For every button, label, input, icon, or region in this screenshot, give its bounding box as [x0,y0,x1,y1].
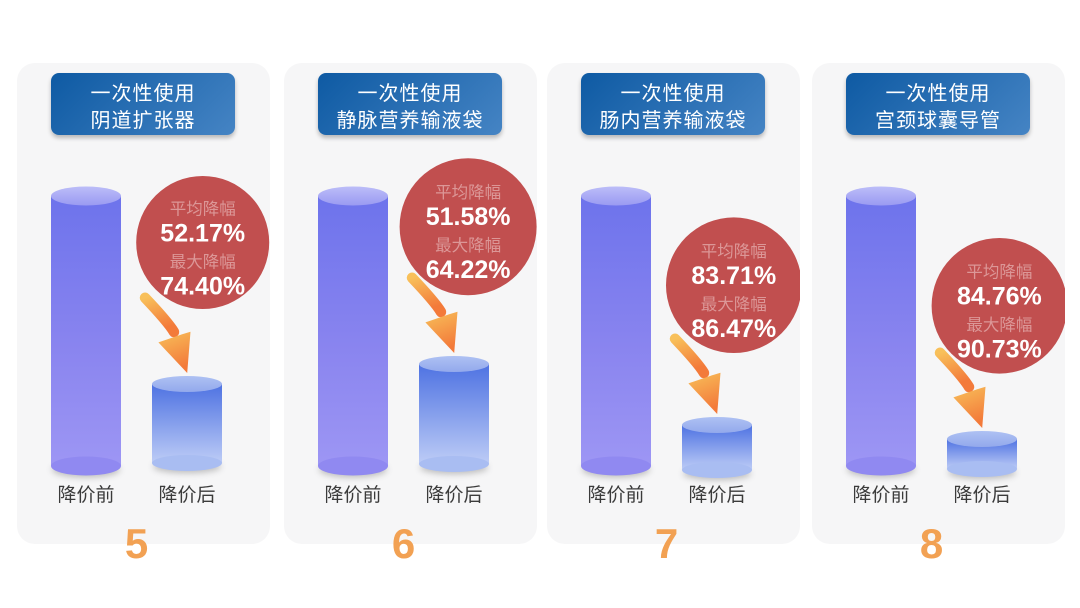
svg-text:平均降幅: 平均降幅 [701,242,767,261]
svg-text:51.58%: 51.58% [426,203,511,231]
svg-text:降价前: 降价前 [324,484,381,506]
svg-text:平均降幅: 平均降幅 [966,262,1032,281]
svg-text:降价后: 降价后 [688,484,745,506]
svg-text:降价前: 降价前 [57,484,114,506]
svg-text:74.40%: 74.40% [160,273,245,301]
svg-text:降价后: 降价后 [158,484,215,506]
svg-text:降价后: 降价后 [953,484,1010,506]
svg-text:86.47%: 86.47% [691,315,776,343]
svg-text:84.76%: 84.76% [957,282,1042,310]
svg-text:64.22%: 64.22% [426,256,511,284]
svg-text:平均降幅: 平均降幅 [435,183,501,202]
svg-text:最大降幅: 最大降幅 [435,236,501,255]
svg-text:降价前: 降价前 [852,484,909,506]
svg-text:平均降幅: 平均降幅 [170,200,236,219]
svg-text:90.73%: 90.73% [957,335,1042,363]
svg-text:降价前: 降价前 [587,484,644,506]
svg-text:最大降幅: 最大降幅 [170,253,236,272]
svg-text:最大降幅: 最大降幅 [701,295,767,314]
svg-text:83.71%: 83.71% [691,262,776,290]
svg-text:降价后: 降价后 [425,484,482,506]
svg-text:最大降幅: 最大降幅 [966,315,1032,334]
svg-text:52.17%: 52.17% [160,220,245,248]
